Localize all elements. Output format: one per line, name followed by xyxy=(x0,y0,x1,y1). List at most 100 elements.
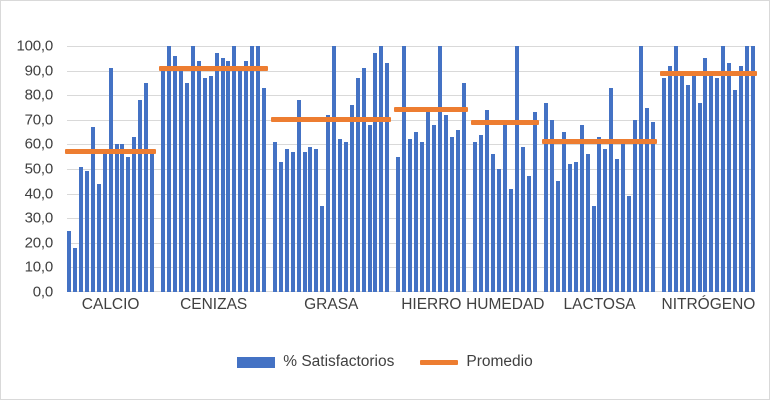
bar[interactable] xyxy=(67,230,71,292)
legend-item[interactable]: Promedio xyxy=(420,353,533,371)
bar[interactable] xyxy=(650,122,655,292)
bar[interactable] xyxy=(84,171,89,292)
bar[interactable] xyxy=(509,188,514,292)
bar[interactable] xyxy=(332,46,337,292)
bar[interactable] xyxy=(414,132,419,292)
bar[interactable] xyxy=(450,137,455,292)
bar[interactable] xyxy=(438,46,443,292)
bar[interactable] xyxy=(573,161,578,292)
bar[interactable] xyxy=(379,46,384,292)
bar[interactable] xyxy=(226,60,231,292)
bar[interactable] xyxy=(150,151,155,292)
bar[interactable] xyxy=(167,46,172,292)
bar[interactable] xyxy=(591,205,596,292)
average-line-calcio[interactable] xyxy=(65,149,157,155)
average-line-grasa[interactable] xyxy=(271,117,392,123)
bar[interactable] xyxy=(579,124,584,292)
bar[interactable] xyxy=(491,154,496,292)
bar[interactable] xyxy=(326,114,331,292)
bar[interactable] xyxy=(638,46,643,292)
bar[interactable] xyxy=(550,119,555,292)
bar[interactable] xyxy=(567,164,572,292)
bar[interactable] xyxy=(138,100,143,292)
legend-item[interactable]: % Satisfactorios xyxy=(237,353,394,371)
bar[interactable] xyxy=(232,46,237,292)
bar[interactable] xyxy=(667,65,672,292)
bar[interactable] xyxy=(250,46,255,292)
average-line-cenizas[interactable] xyxy=(159,65,269,71)
bar[interactable] xyxy=(615,159,620,292)
bar[interactable] xyxy=(626,196,631,292)
bar[interactable] xyxy=(456,129,461,292)
bar[interactable] xyxy=(238,68,243,292)
bar[interactable] xyxy=(196,60,201,292)
bar[interactable] xyxy=(184,82,189,292)
bar[interactable] xyxy=(709,73,714,292)
bar[interactable] xyxy=(208,75,213,292)
bar[interactable] xyxy=(661,77,666,292)
average-line-humedad[interactable] xyxy=(471,119,540,125)
bar[interactable] xyxy=(679,70,684,292)
bar[interactable] xyxy=(343,141,348,292)
bar[interactable] xyxy=(703,58,708,292)
bar[interactable] xyxy=(426,107,431,292)
bar[interactable] xyxy=(296,100,301,292)
bar[interactable] xyxy=(202,77,207,292)
average-line-lactosa[interactable] xyxy=(542,139,657,145)
bar[interactable] xyxy=(603,149,608,292)
bar[interactable] xyxy=(673,46,678,292)
bar[interactable] xyxy=(420,141,425,292)
bar[interactable] xyxy=(462,82,467,292)
bar[interactable] xyxy=(444,114,449,292)
bar[interactable] xyxy=(527,176,532,292)
bar[interactable] xyxy=(120,144,125,292)
bar[interactable] xyxy=(173,55,178,292)
bar[interactable] xyxy=(161,68,166,292)
bar[interactable] xyxy=(244,60,249,292)
bar[interactable] xyxy=(515,46,520,292)
bar[interactable] xyxy=(220,58,225,292)
bar[interactable] xyxy=(126,156,131,292)
bar[interactable] xyxy=(361,68,366,292)
bar[interactable] xyxy=(715,77,720,292)
bar[interactable] xyxy=(367,124,372,292)
bar[interactable] xyxy=(691,75,696,292)
average-line-hierro[interactable] xyxy=(394,107,469,113)
bar[interactable] xyxy=(373,53,378,292)
bar[interactable] xyxy=(355,77,360,292)
bar[interactable] xyxy=(562,132,567,292)
bar[interactable] xyxy=(261,87,266,292)
bar[interactable] xyxy=(308,146,313,292)
bar[interactable] xyxy=(521,146,526,292)
bar[interactable] xyxy=(256,46,261,292)
bar[interactable] xyxy=(320,205,325,292)
bar[interactable] xyxy=(503,124,508,292)
bar[interactable] xyxy=(78,166,83,292)
bar[interactable] xyxy=(432,124,437,292)
bar[interactable] xyxy=(745,46,749,292)
bar[interactable] xyxy=(402,46,407,292)
bar[interactable] xyxy=(302,151,307,292)
bar[interactable] xyxy=(697,102,702,292)
bar[interactable] xyxy=(396,156,401,292)
bar[interactable] xyxy=(144,82,149,292)
bar[interactable] xyxy=(733,90,738,292)
bar[interactable] xyxy=(750,46,755,292)
bar[interactable] xyxy=(497,169,502,292)
bar[interactable] xyxy=(214,53,219,292)
bar[interactable] xyxy=(108,68,113,292)
bar[interactable] xyxy=(278,161,283,292)
bar[interactable] xyxy=(533,112,538,292)
bar[interactable] xyxy=(556,181,561,292)
bar[interactable] xyxy=(385,63,390,292)
bar[interactable] xyxy=(72,247,77,292)
bar[interactable] xyxy=(190,46,195,292)
bar[interactable] xyxy=(739,65,744,292)
bar[interactable] xyxy=(721,46,726,292)
bar[interactable] xyxy=(485,109,490,292)
bar[interactable] xyxy=(314,149,319,292)
bar[interactable] xyxy=(479,134,484,292)
bar[interactable] xyxy=(114,144,119,292)
bar[interactable] xyxy=(290,151,295,292)
bar[interactable] xyxy=(132,137,137,292)
